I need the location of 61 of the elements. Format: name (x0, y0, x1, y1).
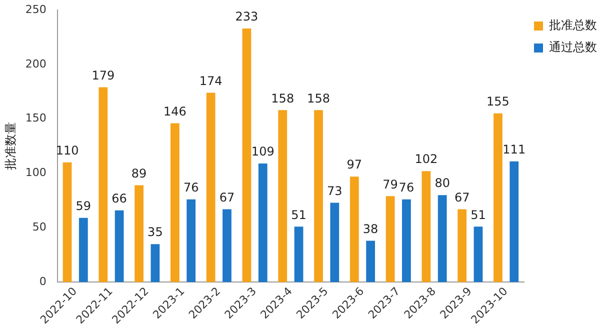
data-label: 51 (470, 208, 486, 222)
y-tick-label: 200 (25, 57, 46, 70)
data-label: 80 (434, 176, 450, 190)
data-label: 97 (346, 158, 362, 172)
bar (510, 161, 519, 282)
bar (242, 28, 252, 282)
data-label: 76 (398, 180, 414, 195)
data-label: 79 (382, 177, 398, 192)
bar (150, 244, 160, 282)
bar (206, 92, 216, 282)
bar (494, 113, 502, 282)
y-tick-label: 150 (25, 112, 46, 125)
data-label: 67 (219, 190, 235, 204)
data-label: 35 (148, 225, 163, 240)
y-tick-label: 100 (25, 166, 46, 180)
data-label: 233 (235, 10, 258, 24)
y-tick-label: 250 (25, 2, 46, 16)
data-label: 59 (76, 199, 92, 214)
legend-label: 通过总数 (549, 40, 597, 54)
bar (62, 162, 72, 282)
bar (330, 202, 340, 282)
bar (170, 123, 180, 282)
bar (386, 196, 395, 282)
data-label: 155 (486, 94, 510, 109)
bar (222, 209, 232, 282)
data-label: 158 (307, 91, 330, 106)
data-label: 174 (199, 74, 222, 88)
bar (438, 195, 447, 282)
data-label: 73 (327, 184, 342, 198)
bar (294, 226, 304, 282)
bar (98, 87, 108, 282)
bar (402, 199, 411, 282)
data-label: 66 (112, 191, 127, 206)
data-label: 110 (56, 144, 79, 158)
bar (258, 164, 268, 282)
bar (458, 209, 467, 282)
bar (114, 210, 124, 282)
data-label: 67 (454, 190, 470, 204)
bar (350, 176, 359, 282)
bar (314, 110, 323, 282)
bar (186, 199, 196, 282)
legend-label: 批准总数 (549, 18, 597, 32)
bar (422, 171, 431, 282)
data-label: 109 (251, 144, 274, 159)
data-label: 89 (131, 166, 147, 180)
bar (134, 185, 144, 282)
bar (278, 110, 288, 282)
y-tick-label: 0 (39, 275, 46, 288)
data-label: 102 (414, 152, 438, 166)
data-label: 38 (362, 222, 378, 236)
data-label: 179 (92, 68, 115, 82)
data-label: 76 (183, 180, 199, 195)
bar (474, 226, 483, 282)
data-label: 158 (271, 91, 294, 106)
y-axis-title: 批准数量 (3, 122, 18, 170)
y-tick-label: 50 (32, 220, 46, 234)
data-label: 146 (163, 104, 186, 118)
data-label: 51 (291, 208, 306, 222)
data-label: 111 (502, 142, 526, 156)
bar (78, 218, 88, 282)
bar (366, 240, 375, 282)
